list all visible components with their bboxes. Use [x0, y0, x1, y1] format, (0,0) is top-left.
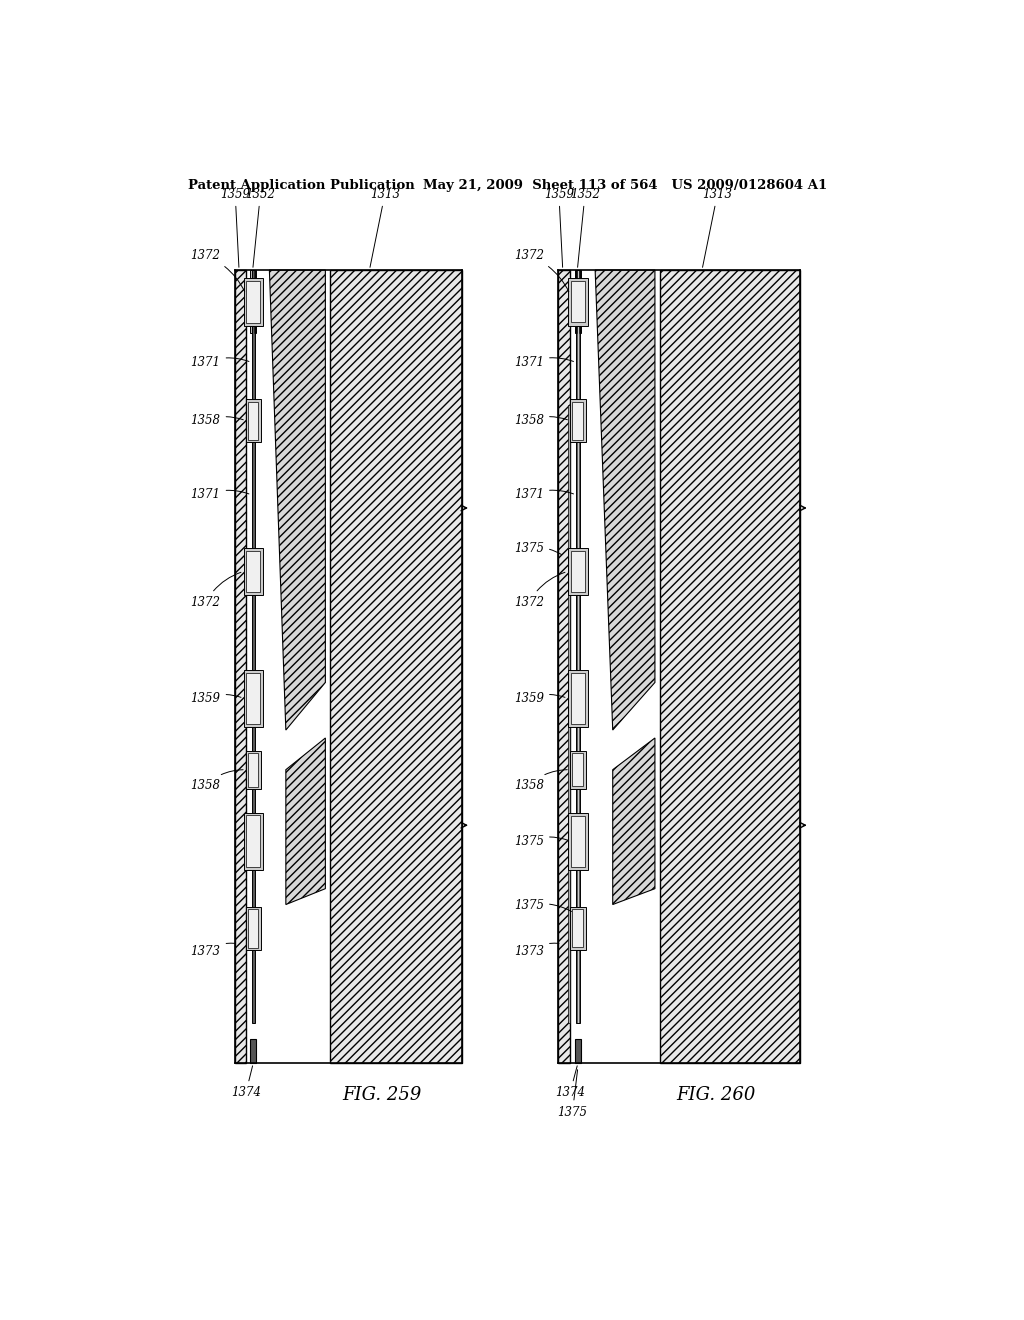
Bar [577, 727, 580, 751]
Bar [251, 271, 256, 334]
Text: 1372: 1372 [514, 573, 565, 609]
Text: 1313: 1313 [370, 187, 399, 268]
Bar [577, 789, 580, 813]
Bar [577, 949, 580, 1023]
Bar [572, 909, 584, 948]
Bar [252, 727, 255, 751]
Bar [577, 271, 580, 279]
Text: 1375: 1375 [557, 1069, 588, 1118]
Text: 1358: 1358 [190, 770, 243, 792]
Bar [234, 271, 462, 1063]
Text: 1371: 1371 [190, 488, 249, 502]
Bar [558, 271, 801, 1063]
Bar [246, 400, 261, 442]
Bar [572, 752, 584, 787]
Bar [248, 909, 258, 948]
Bar [570, 751, 586, 789]
Text: 1375: 1375 [514, 834, 567, 847]
Bar [234, 271, 246, 1063]
Text: 1358: 1358 [514, 414, 567, 428]
Text: 1359: 1359 [544, 187, 573, 267]
Bar [247, 673, 260, 723]
Bar [570, 400, 586, 442]
Bar [252, 949, 255, 1023]
Text: FIG. 259: FIG. 259 [342, 1086, 422, 1105]
Text: 1374: 1374 [230, 1065, 261, 1100]
Text: 1313: 1313 [702, 187, 732, 268]
Text: 1358: 1358 [190, 414, 244, 428]
Bar [252, 789, 255, 813]
Bar [659, 271, 801, 1063]
Bar [574, 1039, 581, 1063]
Text: Patent Application Publication: Patent Application Publication [188, 178, 415, 191]
Text: 1359: 1359 [190, 692, 241, 705]
Text: May 21, 2009  Sheet 113 of 564   US 2009/0128604 A1: May 21, 2009 Sheet 113 of 564 US 2009/01… [423, 178, 827, 191]
Bar [570, 550, 585, 593]
Bar [577, 326, 580, 400]
Text: 1359: 1359 [220, 187, 250, 267]
Polygon shape [269, 271, 326, 730]
Text: 1375: 1375 [514, 899, 571, 912]
Text: 1371: 1371 [514, 356, 573, 370]
Bar [574, 271, 581, 334]
Polygon shape [286, 738, 326, 904]
Bar [244, 813, 263, 870]
Bar [247, 550, 260, 593]
Bar [252, 595, 255, 669]
Text: 1373: 1373 [190, 944, 236, 958]
Bar [330, 271, 462, 1063]
Text: 1371: 1371 [190, 356, 249, 370]
Text: 1372: 1372 [514, 249, 568, 292]
Text: 1371: 1371 [514, 488, 573, 502]
Bar [247, 816, 260, 867]
Bar [570, 816, 585, 866]
Bar [246, 907, 261, 949]
Bar [252, 271, 255, 279]
Bar [244, 669, 263, 727]
Text: 1372: 1372 [190, 249, 245, 292]
Text: 1352: 1352 [246, 187, 275, 267]
Bar [247, 281, 260, 322]
Text: 1359: 1359 [514, 692, 565, 705]
Text: 1374: 1374 [555, 1065, 585, 1100]
Text: 1373: 1373 [514, 944, 559, 958]
Text: 1372: 1372 [190, 573, 241, 609]
Bar [248, 752, 258, 787]
Bar [567, 669, 588, 727]
Bar [246, 751, 261, 789]
Bar [567, 405, 570, 1023]
Bar [244, 279, 263, 326]
Bar [558, 271, 570, 1063]
Bar [570, 281, 585, 322]
Bar [577, 595, 580, 669]
Bar [248, 401, 258, 440]
Bar [567, 548, 588, 595]
Bar [252, 870, 255, 907]
Polygon shape [612, 738, 655, 904]
Text: 1358: 1358 [514, 770, 567, 792]
Bar [244, 548, 263, 595]
Text: 1352: 1352 [570, 187, 600, 267]
Bar [577, 442, 580, 548]
Text: 1375: 1375 [514, 541, 561, 554]
Bar [577, 870, 580, 907]
Bar [252, 442, 255, 548]
Bar [570, 673, 585, 723]
Bar [251, 1039, 256, 1063]
Bar [570, 907, 586, 949]
Bar [252, 326, 255, 400]
Text: FIG. 260: FIG. 260 [676, 1086, 756, 1105]
Bar [572, 401, 584, 440]
Bar [567, 813, 588, 870]
Polygon shape [595, 271, 655, 730]
Bar [567, 279, 588, 326]
